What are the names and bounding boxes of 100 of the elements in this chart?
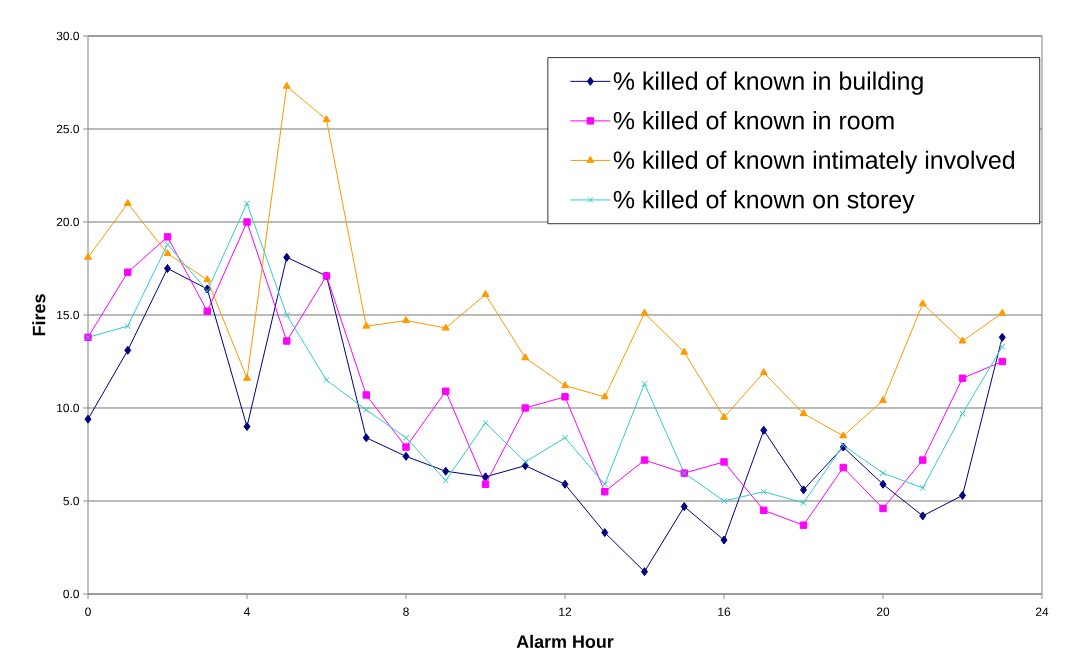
point [720, 458, 728, 466]
x-tick-label: 24 [1035, 607, 1049, 616]
point [561, 434, 569, 441]
point [640, 308, 649, 316]
point [799, 409, 808, 417]
point [720, 535, 728, 545]
y-tick-label: 25.0 [56, 124, 80, 134]
point [839, 463, 847, 472]
point [243, 373, 251, 381]
legend-label: % killed of known in building [613, 71, 923, 95]
point [918, 299, 927, 307]
point [600, 392, 609, 400]
point [998, 332, 1006, 342]
point [799, 521, 808, 529]
point [521, 404, 529, 412]
y-tick-label: 5.0 [63, 496, 80, 506]
point [601, 481, 608, 488]
point [243, 422, 251, 432]
point [243, 218, 251, 226]
point [283, 311, 290, 319]
point [720, 412, 728, 420]
point [124, 268, 132, 276]
point [839, 431, 848, 439]
point [561, 381, 569, 389]
legend-label: % killed of known intimately involved [613, 150, 1015, 174]
point [521, 353, 530, 361]
x-tick-label: 0 [85, 607, 91, 616]
x-tick-label: 4 [243, 607, 250, 616]
point [561, 479, 569, 489]
point [919, 484, 926, 492]
point [283, 337, 291, 345]
point [164, 264, 171, 273]
point [442, 466, 450, 476]
point [759, 368, 768, 376]
x-tick-label: 16 [718, 607, 731, 616]
point [203, 307, 211, 315]
legend-label: % killed of known in room [613, 111, 894, 130]
x-axis-title: Alarm Hour [516, 634, 614, 648]
point [919, 456, 927, 464]
point [124, 322, 131, 330]
point [800, 499, 807, 507]
point [362, 391, 370, 399]
point [282, 81, 291, 89]
point [203, 275, 212, 283]
point [561, 393, 569, 401]
point [482, 419, 489, 427]
point [760, 506, 768, 514]
point [84, 252, 92, 260]
point [482, 472, 489, 482]
point [243, 200, 251, 207]
point [760, 425, 768, 435]
point [123, 198, 132, 206]
point [442, 477, 449, 484]
point [283, 252, 291, 262]
point [601, 488, 609, 496]
point [442, 387, 450, 395]
point [402, 316, 410, 324]
y-tick-label: 10.0 [57, 403, 80, 413]
x-tick-label: 20 [876, 607, 890, 616]
y-tick-label: 20.0 [56, 217, 80, 227]
point [601, 528, 609, 538]
x-tick-label: 12 [559, 607, 572, 616]
point [879, 479, 887, 489]
point [958, 336, 967, 344]
point [879, 469, 887, 477]
y-tick-label: 0.0 [63, 589, 80, 599]
point [481, 290, 490, 298]
point [680, 347, 689, 355]
point [800, 485, 808, 495]
point [879, 396, 887, 404]
point [163, 249, 172, 257]
y-tick-label: 15.0 [57, 310, 80, 320]
y-axis-title: Fires [32, 294, 46, 336]
point [402, 443, 410, 451]
point [958, 374, 967, 382]
point [124, 345, 132, 355]
point [164, 241, 171, 248]
point [402, 434, 410, 441]
point [84, 414, 92, 424]
point [163, 233, 172, 241]
point [363, 406, 370, 414]
point [481, 480, 490, 488]
point [402, 451, 410, 461]
point [641, 380, 648, 387]
point [919, 511, 927, 521]
point [680, 502, 688, 512]
point [522, 458, 529, 466]
point [323, 376, 330, 384]
point [362, 321, 371, 329]
point [879, 504, 887, 513]
point [322, 115, 331, 123]
point [362, 433, 370, 443]
point [760, 488, 767, 495]
point [640, 456, 649, 464]
point [641, 567, 649, 577]
point [441, 323, 450, 331]
y-tick-label: 30.0 [56, 31, 80, 41]
point [998, 357, 1006, 366]
point [959, 490, 967, 500]
point [999, 343, 1006, 350]
